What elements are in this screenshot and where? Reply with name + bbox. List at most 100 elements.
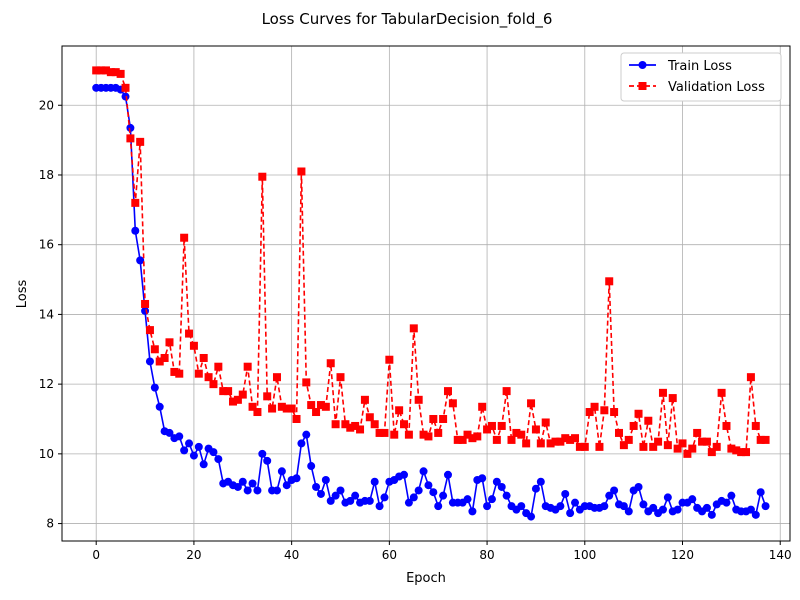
validation-loss-point [258, 172, 267, 181]
legend-item-validation-loss: Validation Loss [629, 80, 765, 95]
train-loss-point [316, 489, 325, 498]
validation-loss-point [307, 401, 316, 410]
x-tick-label: 140 [769, 548, 792, 562]
validation-loss-point [580, 442, 589, 451]
train-loss-point [649, 503, 658, 512]
validation-loss-point [483, 425, 492, 434]
validation-loss-point [610, 408, 619, 417]
validation-loss-point [297, 167, 306, 176]
validation-loss-point [346, 423, 355, 432]
validation-loss-point [742, 448, 751, 457]
train-loss-point [673, 505, 682, 514]
train-loss-point [351, 491, 360, 500]
validation-loss-point [556, 437, 565, 446]
train-loss-point [566, 509, 575, 518]
validation-loss-point [644, 416, 653, 425]
train-loss-point [263, 456, 272, 465]
validation-loss-point [566, 435, 575, 444]
validation-loss-point [287, 404, 296, 413]
x-axis-label: Epoch [406, 571, 446, 586]
x-tick-label: 60 [382, 548, 397, 562]
validation-loss-point [629, 421, 638, 430]
validation-loss-point [443, 387, 452, 396]
x-axis-ticks: 0 20 40 60 80 100 120 140 [92, 541, 792, 562]
train-loss-point [619, 502, 628, 511]
validation-loss-point [253, 408, 262, 417]
plot-area-frame [61, 45, 791, 542]
validation-loss-point [189, 341, 198, 350]
train-loss-point [531, 484, 540, 493]
train-loss-point [307, 462, 316, 471]
validation-loss-point [155, 357, 164, 366]
validation-loss-point [614, 428, 623, 437]
train-loss-point [150, 383, 159, 392]
validation-loss-point [331, 420, 340, 429]
train-loss-point [707, 510, 716, 519]
validation-loss-point [546, 439, 555, 448]
validation-loss-point [214, 362, 223, 371]
validation-loss-point [414, 395, 423, 404]
validation-loss-point [571, 434, 580, 443]
train-loss-point [419, 467, 428, 476]
validation-loss-point [590, 402, 599, 411]
train-loss-point [658, 505, 667, 514]
y-axis-ticks: 8 10 12 14 16 18 20 [39, 98, 62, 531]
validation-loss-point [746, 373, 755, 382]
train-loss-point [702, 503, 711, 512]
validation-loss-point [233, 395, 242, 404]
validation-loss-point [663, 441, 672, 450]
train-loss-point [292, 474, 301, 483]
x-tick-label: 80 [479, 548, 494, 562]
validation-loss-point [165, 338, 174, 347]
y-tick-label: 8 [46, 517, 54, 531]
validation-loss-point [448, 399, 457, 408]
validation-loss-point [619, 441, 628, 450]
validation-loss-point [605, 277, 614, 286]
validation-loss-point [439, 414, 448, 423]
validation-loss-point [121, 83, 130, 92]
legend-validation-label: Validation Loss [668, 80, 765, 95]
validation-loss-point [673, 444, 682, 453]
validation-loss-point [145, 326, 154, 335]
validation-loss-point [238, 390, 247, 399]
train-loss-point [302, 430, 311, 439]
train-loss-point [214, 455, 223, 464]
x-tick-label: 100 [573, 548, 596, 562]
validation-loss-point [111, 68, 120, 77]
validation-loss-point [365, 413, 374, 422]
train-loss-point [761, 502, 770, 511]
validation-loss-point [678, 439, 687, 448]
train-loss-point [404, 498, 413, 507]
validation-loss-point [316, 401, 325, 410]
validation-loss-point [321, 402, 330, 411]
train-loss-point [199, 460, 208, 469]
grid-lines [62, 46, 790, 541]
validation-loss-point [732, 446, 741, 455]
train-loss-point [502, 491, 511, 500]
validation-loss-point [473, 432, 482, 441]
validation-loss-point [492, 435, 501, 444]
train-loss-point [297, 439, 306, 448]
validation-loss-point [429, 414, 438, 423]
train-loss-point [336, 486, 345, 495]
validation-loss-point [229, 397, 238, 406]
validation-loss-point [595, 442, 604, 451]
train-loss-point [527, 512, 536, 521]
validation-loss-point [463, 430, 472, 439]
train-loss-point [136, 256, 145, 265]
validation-loss-point [541, 418, 550, 427]
legend-validation-marker [638, 82, 647, 90]
validation-loss-point [131, 198, 140, 207]
train-loss-point [624, 507, 633, 516]
y-tick-label: 16 [39, 238, 54, 252]
validation-loss-point [649, 442, 658, 451]
train-loss-point [722, 498, 731, 507]
validation-loss-point [272, 373, 281, 382]
legend-box [620, 52, 782, 102]
train-loss-point [131, 226, 140, 235]
validation-loss-point [292, 414, 301, 423]
train-loss-point [194, 442, 203, 451]
train-loss-point [185, 439, 194, 448]
validation-loss-point [170, 367, 179, 376]
